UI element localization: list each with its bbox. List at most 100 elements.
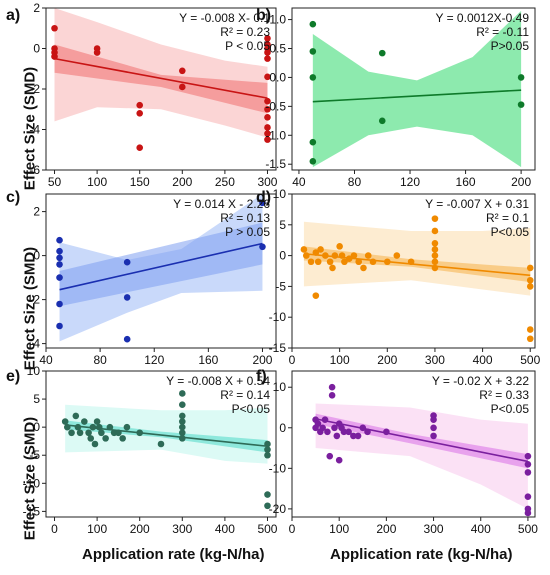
data-point <box>91 440 99 448</box>
plot-frame <box>291 370 536 518</box>
y-tick-label: 0 <box>33 249 40 263</box>
data-point <box>407 258 415 266</box>
y-tick-label: -2 <box>29 82 40 96</box>
panel-label: e) <box>6 368 20 385</box>
data-point <box>431 252 439 259</box>
data-point <box>431 246 439 253</box>
data-point <box>517 74 525 81</box>
panel-b: 40 80 120 160 200 -1.5 -1.0 -0.5 0.0 0.5 1.0 Y = 0.… <box>256 7 536 189</box>
confidence-band <box>312 10 522 168</box>
r-squared: R² = 0.13 <box>220 211 270 225</box>
data-point <box>378 49 386 57</box>
y-tick-label: 5 <box>279 218 286 232</box>
confidence-band <box>303 221 531 296</box>
data-point <box>178 423 186 431</box>
y-tick-label: 2 <box>33 205 40 219</box>
data-point <box>526 283 534 290</box>
data-point <box>431 264 439 272</box>
data-point <box>95 423 103 431</box>
r-squared: R² = 0.23 <box>220 25 270 39</box>
data-point <box>300 246 308 253</box>
data-point <box>431 215 439 222</box>
regression-line <box>59 242 263 291</box>
x-tick-label: 150 <box>130 175 150 189</box>
data-point <box>178 390 186 397</box>
data-point <box>264 451 271 459</box>
y-tick-label: 5 <box>33 392 40 406</box>
plot-frame <box>45 370 277 518</box>
data-point <box>51 24 58 32</box>
p-value: P>0.05 <box>491 39 530 53</box>
data-point <box>102 435 109 442</box>
data-point <box>119 435 126 442</box>
data-point <box>312 249 320 256</box>
y-tick-label: 0.5 <box>269 42 286 56</box>
x-tick-label: 100 <box>329 522 349 536</box>
data-point <box>309 158 317 165</box>
data-point <box>136 144 144 152</box>
data-point <box>302 252 310 259</box>
data-point <box>354 432 362 440</box>
data-point <box>264 124 271 131</box>
x-tick-label: 80 <box>93 353 107 367</box>
data-point <box>526 276 534 284</box>
y-tick-label: 1.0 <box>269 13 286 27</box>
data-point <box>369 258 377 266</box>
y-tick-label: 10 <box>27 364 41 378</box>
x-tick-label: 300 <box>425 353 445 367</box>
panel-d: 0 100 200 300 400 500 -15 -10 -5 0 5 10 Y = -0.007 X… <box>256 187 541 367</box>
x-tick-label: 500 <box>520 353 540 367</box>
x-tick-label: 100 <box>330 353 350 367</box>
x-tick-label: 0 <box>51 522 58 536</box>
data-point <box>264 55 271 62</box>
regression-equation: Y = -0.02 X + 3.22 <box>432 374 530 388</box>
data-point <box>51 53 58 60</box>
x-tick-label: 100 <box>87 522 107 536</box>
x-tick-label: 40 <box>39 353 53 367</box>
data-point <box>56 254 63 262</box>
data-point <box>264 97 271 105</box>
data-point <box>136 101 144 109</box>
data-point <box>526 326 534 333</box>
data-point <box>430 432 437 440</box>
data-point <box>359 424 367 432</box>
data-point <box>72 412 80 420</box>
data-point <box>345 255 353 262</box>
data-point <box>264 73 271 81</box>
data-point <box>264 491 271 498</box>
y-axis-label-middle: Effect Size (SMD) <box>21 246 39 371</box>
data-point <box>317 246 324 253</box>
y-tick-label: -4 <box>29 123 40 137</box>
data-point <box>326 258 334 266</box>
x-tick-label: 100 <box>87 175 107 189</box>
regression-equation: Y = -0.008 X + 0.54 <box>166 374 270 388</box>
y-tick-label: -4 <box>29 337 40 351</box>
x-tick-label: 300 <box>257 175 277 189</box>
data-point <box>264 136 271 143</box>
regression-line <box>315 418 529 463</box>
data-point <box>314 258 322 266</box>
data-point <box>524 509 532 517</box>
data-point <box>178 401 186 408</box>
data-point <box>63 423 71 431</box>
confidence-band-inner <box>65 420 268 453</box>
plot-frame <box>291 7 536 171</box>
data-point <box>335 456 343 464</box>
data-point <box>338 252 346 259</box>
x-axis-label-left: Application rate (kg-N/ha) <box>82 546 265 563</box>
confidence-band-inner <box>59 222 263 307</box>
data-point <box>309 48 317 55</box>
p-value: P<0.05 <box>491 402 530 416</box>
p-value: P<0.05 <box>232 402 271 416</box>
data-point <box>393 252 401 259</box>
x-tick-label: 160 <box>198 353 218 367</box>
data-point <box>136 110 144 117</box>
x-tick-label: 160 <box>456 175 476 189</box>
data-point <box>431 227 439 235</box>
data-point <box>383 258 391 266</box>
y-tick-label: -5 <box>29 448 40 462</box>
data-point <box>340 428 348 436</box>
y-tick-label: 10 <box>273 187 287 201</box>
y-tick-label: -1.0 <box>265 128 286 142</box>
y-tick-label: -15 <box>23 504 41 518</box>
